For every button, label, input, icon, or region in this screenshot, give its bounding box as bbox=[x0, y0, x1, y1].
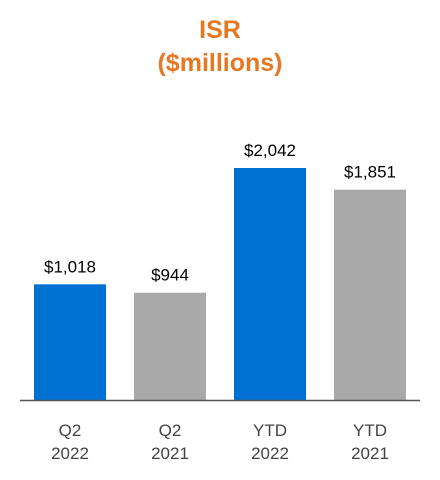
bar-0 bbox=[34, 284, 106, 400]
category-label-1-line1: Q2 bbox=[159, 421, 182, 440]
data-label-2: $2,042 bbox=[244, 141, 296, 160]
category-label-1-line2: 2021 bbox=[151, 444, 189, 463]
data-label-0: $1,018 bbox=[44, 257, 96, 276]
data-label-1: $944 bbox=[151, 266, 189, 285]
category-label-2-line1: YTD bbox=[253, 421, 287, 440]
bar-2 bbox=[234, 168, 306, 400]
category-label-3-line2: 2021 bbox=[351, 444, 389, 463]
category-label-0-line1: Q2 bbox=[59, 421, 82, 440]
chart-subtitle: ($millions) bbox=[157, 49, 283, 77]
category-label-0-line2: 2022 bbox=[51, 444, 89, 463]
category-label-2-line2: 2022 bbox=[251, 444, 289, 463]
category-label-3-line1: YTD bbox=[353, 421, 387, 440]
bar-1 bbox=[134, 292, 206, 400]
chart-title: ISR bbox=[199, 16, 241, 44]
data-label-3: $1,851 bbox=[344, 163, 396, 182]
bar-3 bbox=[334, 189, 406, 400]
